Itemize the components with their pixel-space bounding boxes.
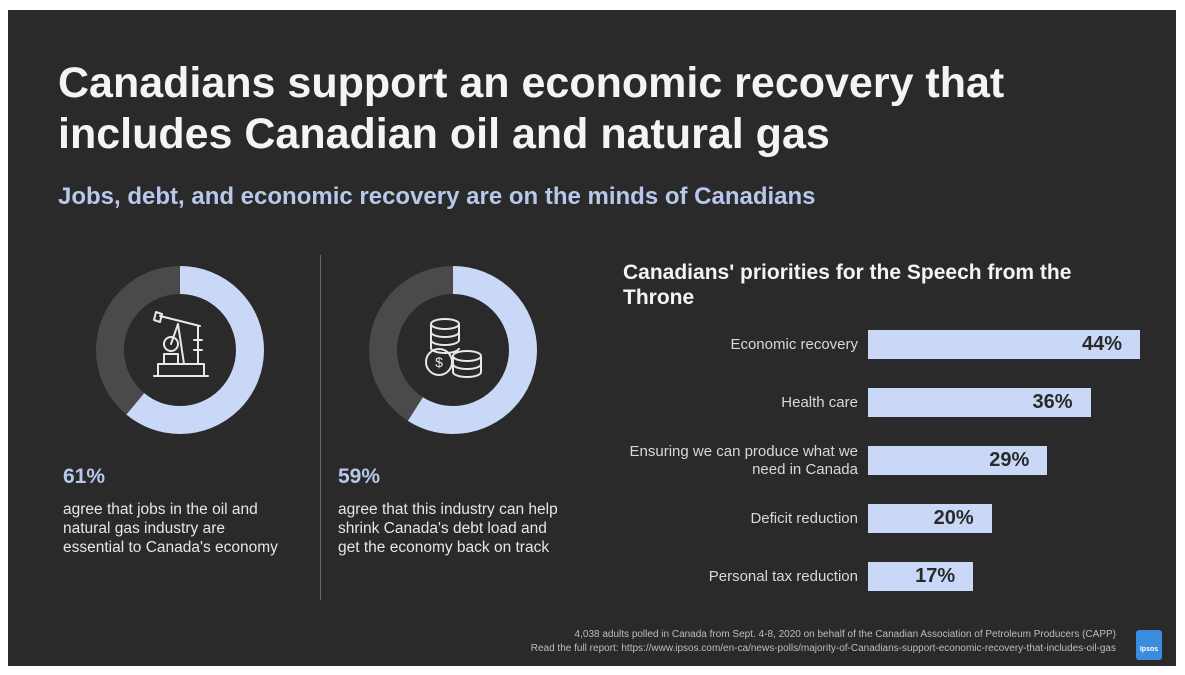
bar (868, 388, 1091, 417)
footer-source: 4,038 adults polled in Canada from Sept.… (116, 628, 1116, 656)
bar-label: Personal tax reduction (708, 567, 858, 585)
oil-pump-icon (153, 311, 209, 377)
bar-label: Ensuring we can produce what we need in … (629, 442, 858, 478)
chart-title: Canadians' priorities for the Speech fro… (623, 261, 1072, 309)
stat-value-debt: 59% (338, 465, 381, 488)
bar-value-label: 44% (1082, 333, 1123, 355)
donut-chart-jobs (90, 260, 270, 440)
coins-stack-icon: $ (425, 318, 482, 378)
bar (868, 562, 974, 591)
stat-text-debt: agree that this industry can help shrink… (338, 501, 558, 556)
bar-label: Economic recovery (730, 335, 858, 353)
footer-line-poll: 4,038 adults polled in Canada from Sept.… (574, 629, 1116, 640)
bar-value-label: 17% (915, 565, 956, 587)
footer-line-report: Read the full report: https://www.ipsos.… (530, 643, 1116, 654)
bar-value-label: 29% (989, 449, 1030, 471)
svg-text:$: $ (435, 354, 443, 370)
bar (868, 504, 992, 533)
bar-value-label: 36% (1032, 391, 1073, 413)
bar-chart: Economic recovery 44% Health care 36% Ensuri… (608, 330, 1158, 610)
donut-chart-debt: $ (363, 260, 543, 440)
donut-ring-jobs (96, 266, 264, 434)
infographic-slide: Canadians support an economic recovery t… (8, 10, 1176, 666)
donut-ring-debt: $ (369, 266, 537, 434)
bar-value-label: 20% (933, 507, 974, 529)
stat-value-jobs: 61% (63, 465, 106, 488)
divider (320, 255, 321, 600)
page-title: Canadians support an economic recovery t… (58, 59, 1005, 158)
bar-label: Health care (781, 393, 858, 411)
bar-label: Deficit reduction (750, 509, 858, 527)
bar (868, 330, 1140, 359)
page-subtitle: Jobs, debt, and economic recovery are on… (58, 183, 816, 210)
donut-value-arc (369, 266, 537, 434)
bar (868, 446, 1048, 475)
donut-value-arc (96, 266, 264, 434)
stat-text-jobs: agree that jobs in the oil and natural g… (63, 501, 278, 556)
ipsos-logo: Ipsos (1136, 630, 1162, 660)
